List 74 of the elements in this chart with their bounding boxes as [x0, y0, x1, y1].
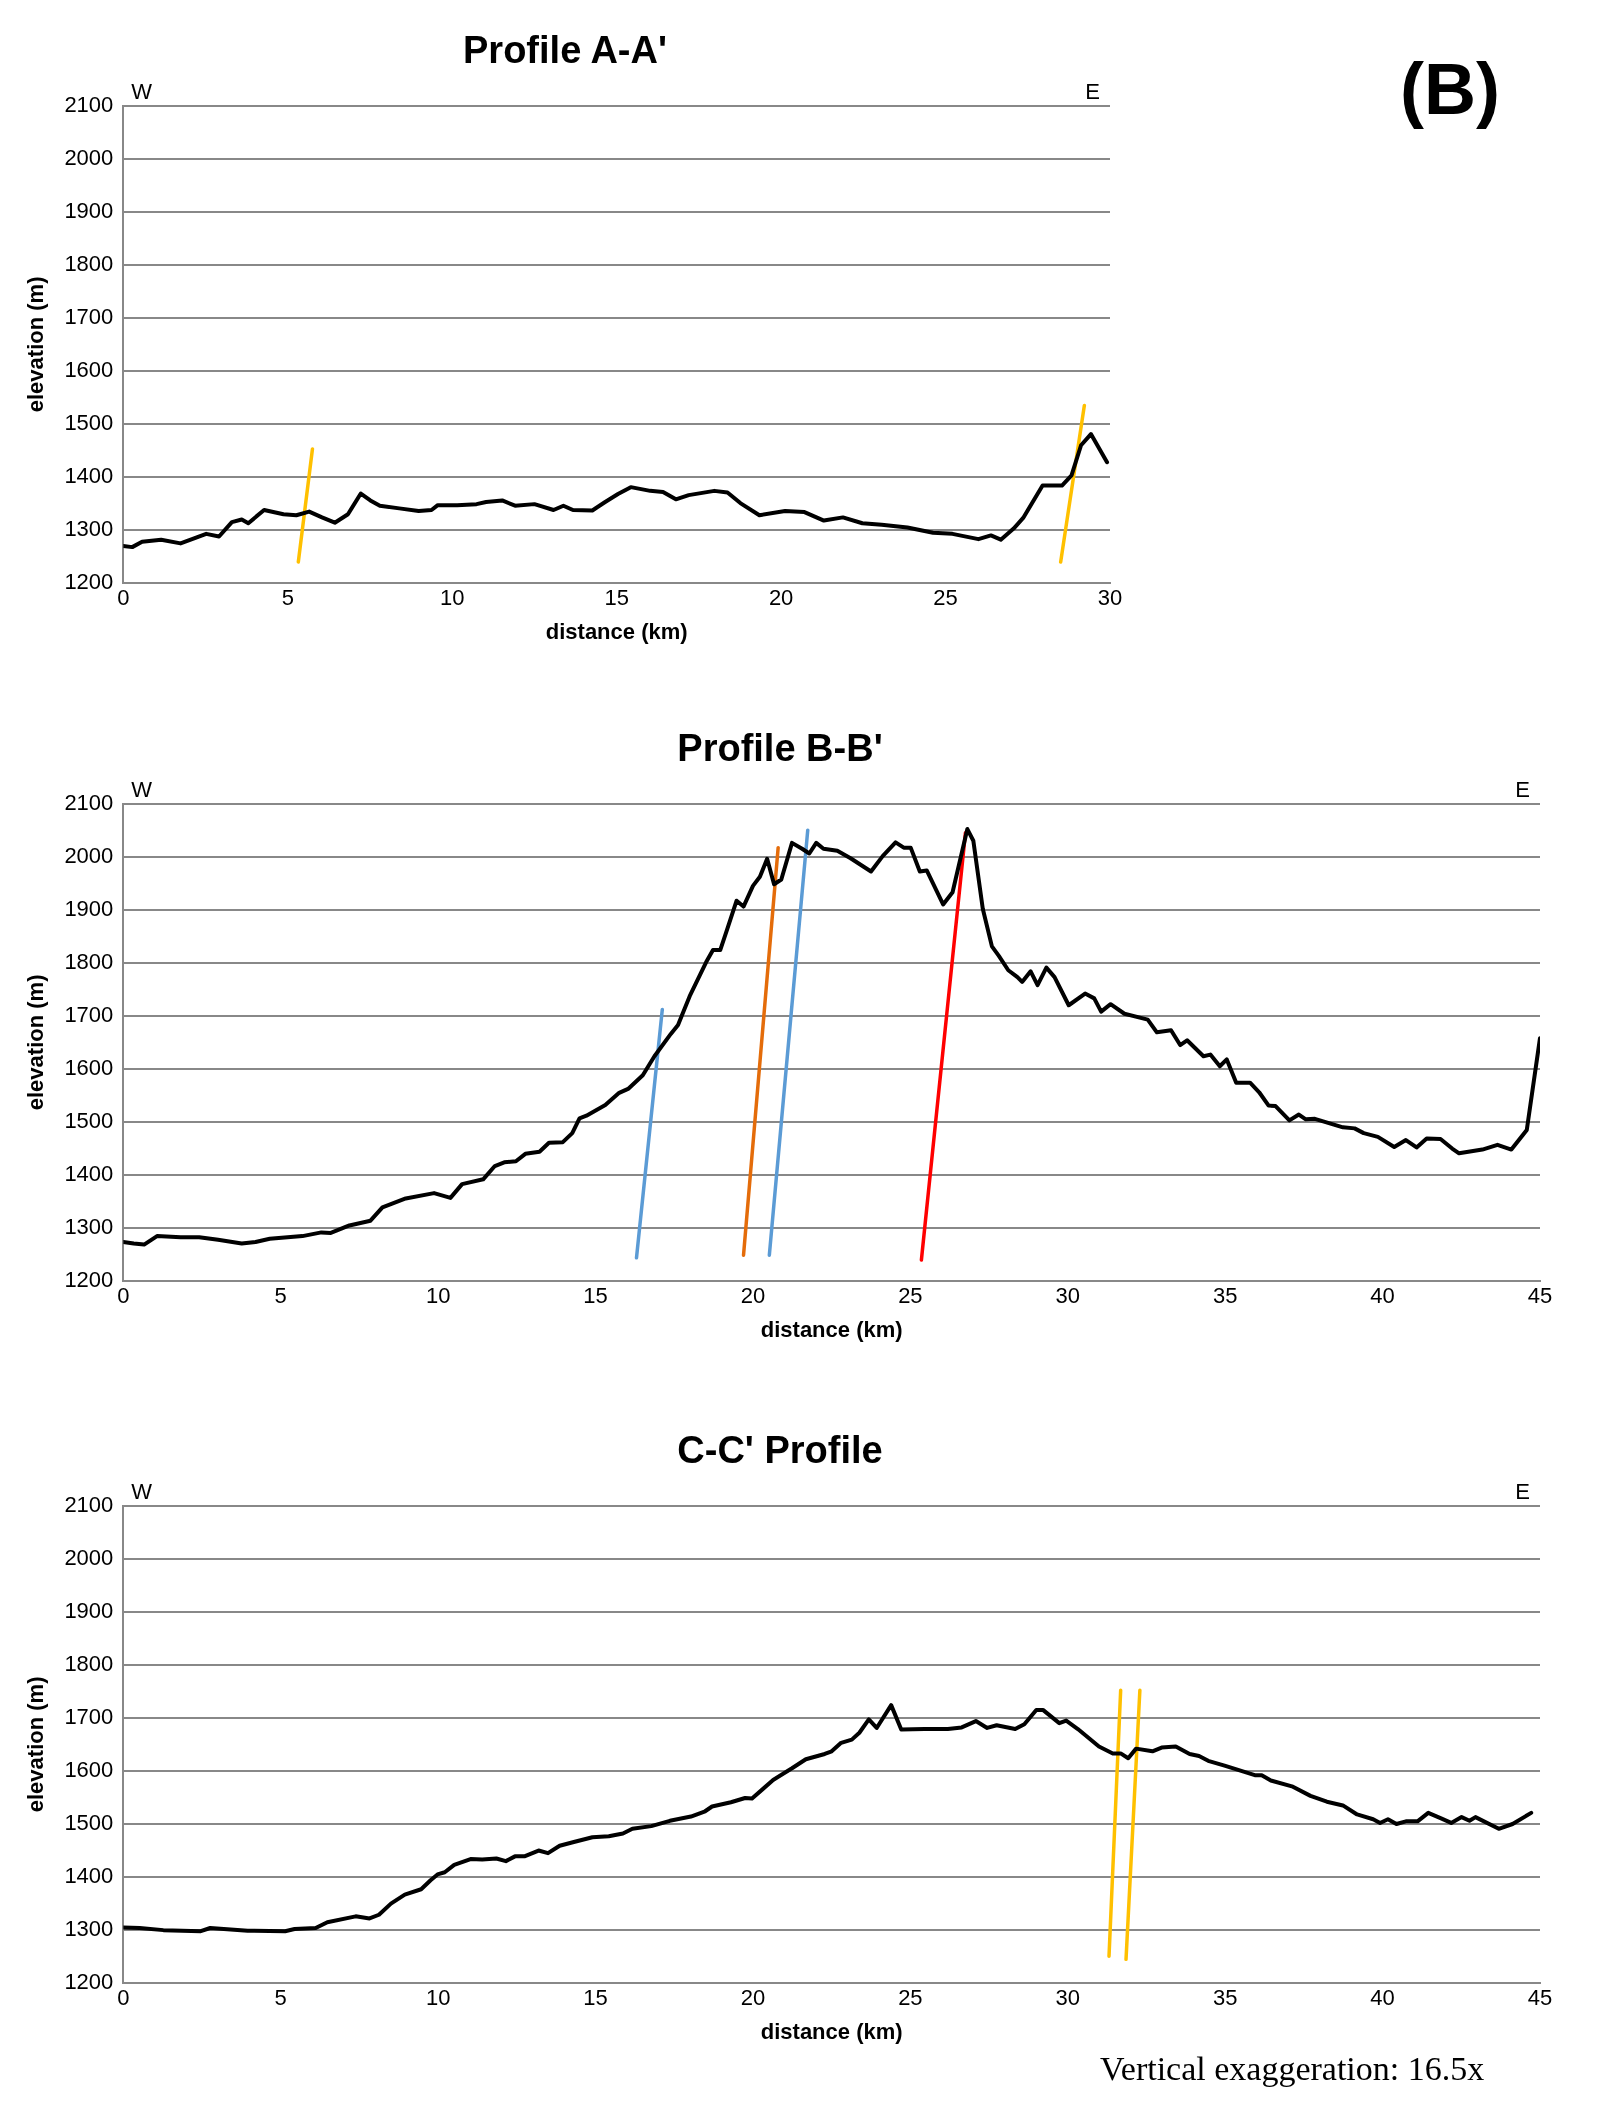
x-tick-label: 10 — [439, 585, 465, 611]
x-axis-title: distance (km) — [545, 618, 688, 644]
y-tick-label: 1300 — [64, 1916, 114, 1942]
y-tick-label: 1700 — [64, 1001, 114, 1027]
x-tick-label: 25 — [898, 1985, 923, 2011]
y-tick-label: 1700 — [64, 1703, 114, 1729]
x-tick-label: 5 — [281, 585, 294, 611]
y-tick-label: 2100 — [64, 1491, 114, 1517]
y-tick-label: 2000 — [64, 1544, 114, 1570]
x-tick-label: 30 — [1055, 1985, 1081, 2011]
y-tick-label: 1400 — [64, 463, 114, 489]
text: W — [131, 78, 153, 104]
text: (B) — [1400, 48, 1500, 130]
x-axis-title: distance (km) — [760, 1316, 903, 1342]
y-tick-label: 1500 — [64, 1108, 114, 1134]
x-axis-title: distance (km) — [760, 2018, 903, 2044]
y-tick-label: 1600 — [64, 1757, 114, 1782]
x-tick-label: 5 — [274, 1985, 287, 2011]
chart-title: C-C' Profile — [677, 1429, 883, 1472]
x-tick-label: 10 — [425, 1985, 451, 2011]
y-tick-label: 1900 — [64, 197, 114, 223]
x-tick-label: 0 — [117, 585, 130, 611]
y-axis-title: elevation (m) — [23, 276, 49, 413]
y-tick-label: 1500 — [64, 1810, 114, 1836]
y-tick-label: 1900 — [64, 895, 114, 921]
y-tick-label: 1700 — [64, 303, 114, 329]
x-tick-label: 15 — [583, 1985, 608, 2011]
x-tick-label: 40 — [1370, 1283, 1395, 1309]
x-tick-label: 45 — [1527, 1985, 1553, 2011]
text: E — [1515, 1478, 1530, 1504]
y-axis-title: elevation (m) — [23, 974, 49, 1111]
x-tick-label: 10 — [425, 1283, 451, 1309]
text: Vertical exaggeration: 16.5x — [1100, 2050, 1485, 2088]
x-tick-label: 0 — [117, 1283, 130, 1309]
y-tick-label: 1400 — [64, 1863, 114, 1889]
y-tick-label: 1800 — [64, 948, 114, 974]
x-tick-label: 30 — [1097, 585, 1123, 611]
chart-title: Profile B-B' — [677, 727, 883, 770]
y-tick-label: 1800 — [64, 1650, 114, 1676]
y-tick-label: 1300 — [64, 516, 114, 542]
x-tick-label: 20 — [740, 1985, 766, 2011]
x-tick-label: 15 — [583, 1283, 608, 1309]
chart-title: Profile A-A' — [463, 29, 667, 72]
x-tick-label: 20 — [740, 1283, 766, 1309]
text: E — [1085, 78, 1100, 104]
y-tick-label: 2000 — [64, 144, 114, 170]
y-tick-label: 1200 — [64, 1267, 114, 1293]
x-tick-label: 25 — [933, 585, 958, 611]
y-tick-label: 1200 — [64, 1969, 114, 1995]
y-tick-label: 1200 — [64, 569, 114, 595]
x-tick-label: 5 — [274, 1283, 287, 1309]
x-tick-label: 30 — [1055, 1283, 1081, 1309]
x-tick-label: 35 — [1212, 1985, 1238, 2011]
y-tick-label: 1400 — [64, 1161, 114, 1187]
text: W — [131, 1478, 153, 1504]
y-tick-label: 1600 — [64, 357, 114, 382]
x-tick-label: 40 — [1370, 1985, 1395, 2011]
y-tick-label: 1900 — [64, 1597, 114, 1623]
y-tick-label: 2100 — [64, 91, 114, 117]
y-tick-label: 1300 — [64, 1214, 114, 1240]
x-tick-label: 45 — [1527, 1283, 1553, 1309]
x-tick-label: 35 — [1212, 1283, 1238, 1309]
x-tick-label: 0 — [117, 1985, 130, 2011]
y-tick-label: 1600 — [64, 1055, 114, 1080]
y-tick-label: 1500 — [64, 410, 114, 436]
text: E — [1515, 776, 1530, 802]
y-tick-label: 1800 — [64, 250, 114, 276]
x-tick-label: 20 — [768, 585, 794, 611]
x-tick-label: 15 — [604, 585, 629, 611]
y-axis-title: elevation (m) — [23, 1676, 49, 1813]
text: W — [131, 776, 153, 802]
x-tick-label: 25 — [898, 1283, 923, 1309]
y-tick-label: 2000 — [64, 842, 114, 868]
y-tick-label: 2100 — [64, 789, 114, 815]
